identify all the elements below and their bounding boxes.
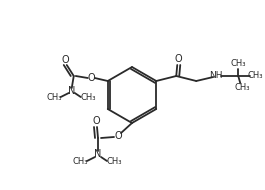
Text: O: O xyxy=(114,131,122,141)
Text: N: N xyxy=(68,86,76,96)
Text: O: O xyxy=(62,55,70,65)
Text: CH₃: CH₃ xyxy=(235,83,250,93)
Text: CH₃: CH₃ xyxy=(231,59,246,69)
Text: N: N xyxy=(94,149,102,159)
Text: CH₃: CH₃ xyxy=(72,158,88,166)
Text: O: O xyxy=(174,54,182,64)
Text: NH: NH xyxy=(210,71,223,81)
Text: O: O xyxy=(92,116,100,126)
Text: CH₃: CH₃ xyxy=(106,158,122,166)
Text: O: O xyxy=(88,73,96,83)
Text: CH₃: CH₃ xyxy=(46,93,61,102)
Text: CH₃: CH₃ xyxy=(80,93,95,102)
Text: CH₃: CH₃ xyxy=(248,71,263,81)
